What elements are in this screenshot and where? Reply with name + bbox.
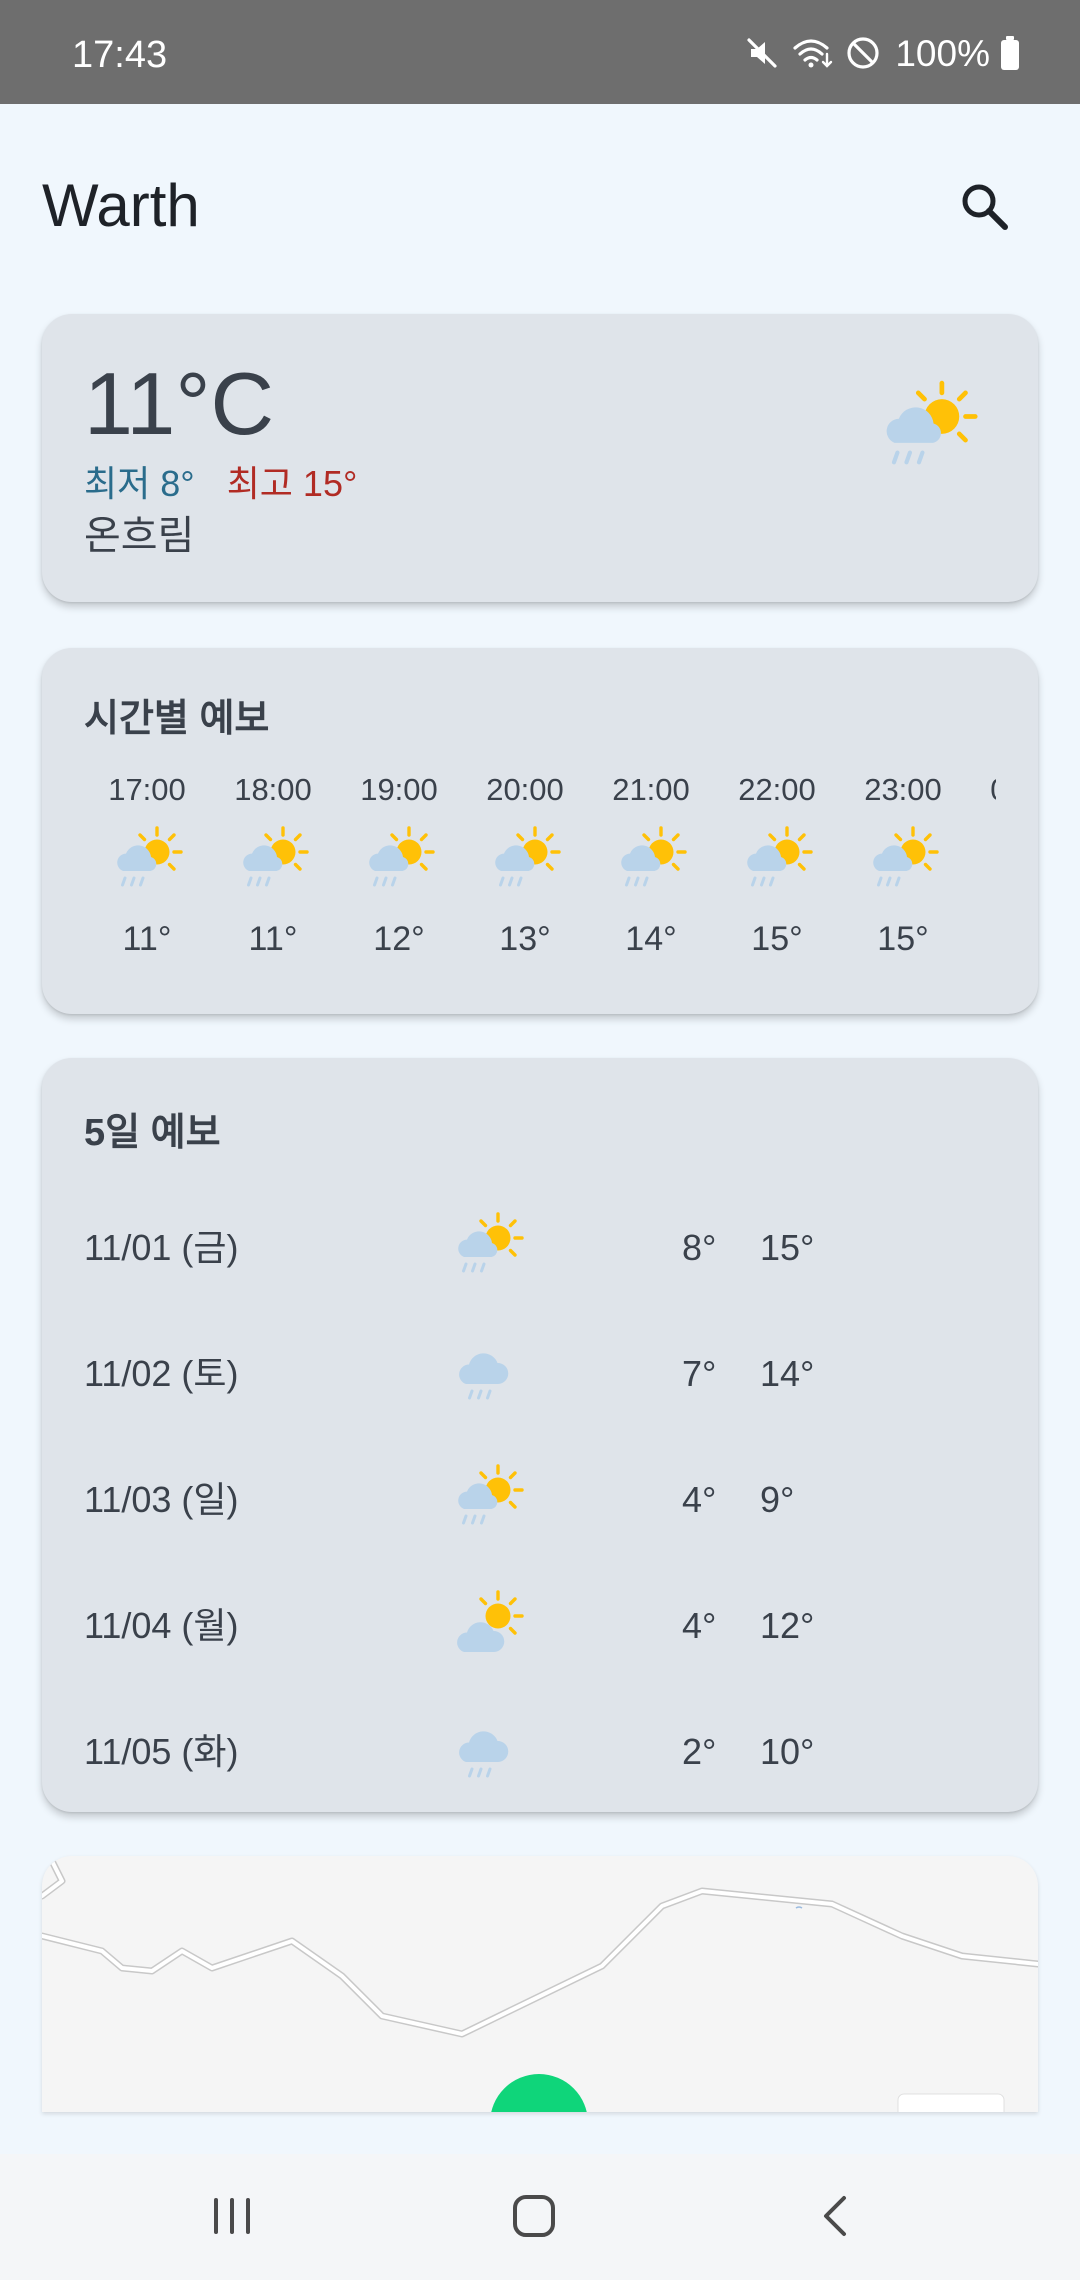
hourly-item: 18:00 11° (210, 774, 336, 956)
sun-cloud-rain-icon (878, 380, 978, 483)
daily-forecast-card: 5일 예보 11/01 (금) 8° 15° 11/02 (토) 7° 14° 11/03 … (42, 1058, 1038, 1812)
sun-cloud-icon (452, 1590, 524, 1660)
current-weather-card: 11°C 최저 8° 최고 15° 온흐림 (42, 314, 1038, 602)
hourly-item: 00:00 (966, 774, 996, 922)
recent-apps-icon (210, 2194, 254, 2243)
daily-row: 11/02 (토) 7° 14° (42, 1334, 1038, 1414)
sun-cloud-rain-icon (111, 826, 183, 896)
status-time: 17:43 (72, 34, 168, 76)
back-icon (814, 2194, 858, 2243)
daily-max-temperature: 12° (760, 1605, 815, 1646)
hourly-forecast-title: 시간별 예보 (84, 698, 270, 740)
daily-date: 11/02 (토) (84, 1353, 239, 1394)
min-temperature: 최저 8° (84, 463, 195, 504)
status-icons: 100% (743, 30, 1020, 76)
daily-min-temperature: 4° (682, 1605, 717, 1646)
hourly-temperature: 15° (877, 920, 929, 958)
sun-cloud-rain-icon (452, 1464, 524, 1534)
sun-cloud-rain-icon (741, 826, 813, 896)
back-button[interactable] (796, 2188, 876, 2248)
current-temperature: 11°C (84, 354, 275, 453)
min-max-temperature: 최저 8° 최고 15° (84, 466, 357, 502)
daily-max-temperature: 15° (760, 1227, 815, 1268)
daily-max-temperature: 10° (760, 1731, 815, 1772)
daily-date: 11/05 (화) (84, 1731, 239, 1772)
hourly-item: 22:00 15° (714, 774, 840, 956)
recent-apps-button[interactable] (192, 2188, 272, 2248)
home-icon (511, 2193, 557, 2244)
sun-cloud-rain-icon (867, 826, 939, 896)
daily-min-temperature: 4° (682, 1479, 717, 1520)
hourly-item: 23:00 15° (840, 774, 966, 956)
hourly-temperature: 11° (248, 920, 298, 958)
daily-row: 11/05 (화) 2° 10° (42, 1712, 1038, 1792)
daily-min-temperature: 8° (682, 1227, 717, 1268)
daily-min-temperature: 2° (682, 1731, 717, 1772)
cloud-rain-icon (452, 1716, 524, 1786)
hourly-item: 17:00 11° (84, 774, 210, 956)
hourly-temperature: 11° (122, 920, 172, 958)
map-roads (42, 1857, 1038, 2112)
hourly-time: 20:00 (486, 774, 564, 807)
daily-row: 11/01 (금) 8° 15° (42, 1208, 1038, 1288)
daily-row: 11/04 (월) 4° 12° (42, 1586, 1038, 1666)
daily-row: 11/03 (일) 4° 9° (42, 1460, 1038, 1540)
weather-description: 온흐림 (84, 514, 195, 558)
sun-cloud-rain-icon (237, 826, 309, 896)
status-bar: 17:43 100% (0, 0, 1080, 104)
app-title: Warth (42, 172, 200, 239)
hourly-temperature: 15° (751, 920, 803, 958)
navigation-bar (0, 2154, 1080, 2280)
wifi-icon (791, 34, 835, 72)
hourly-time: 00:00 (966, 774, 996, 808)
do-not-disturb-icon (845, 35, 881, 71)
search-button[interactable] (950, 174, 1020, 244)
sun-cloud-rain-icon (489, 826, 561, 896)
daily-date: 11/01 (금) (84, 1227, 239, 1268)
daily-min-temperature: 7° (682, 1353, 717, 1394)
hourly-temperature: 14° (625, 920, 677, 958)
hourly-forecast-card: 시간별 예보 17:00 11° 18:00 11° 19:00 12° 20:00 13° 2… (42, 648, 1038, 1014)
mute-icon (743, 34, 781, 72)
daily-date: 11/03 (일) (84, 1479, 239, 1520)
hourly-time: 21:00 (612, 774, 690, 807)
search-icon (958, 180, 1012, 239)
battery-percent: 100% (895, 32, 990, 74)
hourly-time: 22:00 (738, 774, 816, 807)
max-temperature: 최고 15° (226, 463, 358, 504)
hourly-item: 21:00 14° (588, 774, 714, 956)
hourly-forecast-list[interactable]: 17:00 11° 18:00 11° 19:00 12° 20:00 13° 21:00 14°… (84, 774, 996, 974)
hourly-time: 23:00 (864, 774, 942, 807)
daily-max-temperature: 14° (760, 1353, 815, 1394)
hourly-time: 18:00 (234, 774, 312, 807)
sun-cloud-rain-icon (993, 826, 996, 896)
hourly-time: 17:00 (108, 774, 186, 807)
map-view[interactable] (42, 1856, 1038, 2112)
daily-date: 11/04 (월) (84, 1605, 239, 1646)
daily-max-temperature: 9° (760, 1479, 795, 1520)
sun-cloud-rain-icon (452, 1212, 524, 1282)
hourly-item: 19:00 12° (336, 774, 462, 956)
cloud-rain-icon (452, 1338, 524, 1408)
hourly-temperature: 13° (499, 920, 551, 958)
battery-icon (1000, 36, 1020, 70)
sun-cloud-rain-icon (615, 826, 687, 896)
app-bar: Warth (0, 104, 1080, 314)
home-button[interactable] (494, 2188, 574, 2248)
hourly-item: 20:00 13° (462, 774, 588, 956)
daily-forecast-title: 5일 예보 (84, 1112, 221, 1154)
hourly-temperature: 12° (373, 920, 425, 958)
sun-cloud-rain-icon (363, 826, 435, 896)
hourly-time: 19:00 (360, 774, 438, 807)
